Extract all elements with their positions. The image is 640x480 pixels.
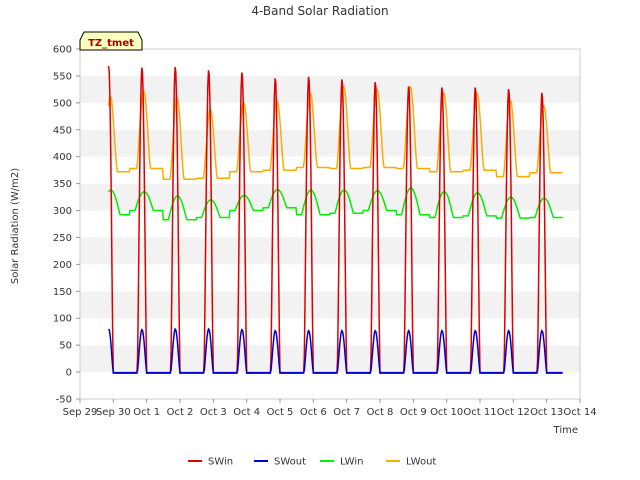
legend-label: SWin	[208, 457, 233, 468]
x-tick-label: Sep 29	[63, 407, 98, 418]
y-tick-label: 150	[53, 287, 72, 298]
x-tick-label: Oct 14	[563, 407, 596, 418]
legend-item-lwout: LWout	[386, 457, 436, 468]
y-tick-label: 50	[59, 341, 72, 352]
x-tick-label: Sep 30	[96, 407, 131, 418]
x-tick-label: Oct 11	[463, 407, 496, 418]
station-badge: TZ_tmet	[79, 31, 143, 51]
x-tick-label: Oct 5	[267, 407, 294, 418]
legend: SWin SWout LWin LWout	[188, 457, 436, 468]
grid-band	[80, 49, 580, 76]
x-tick-label: Oct 6	[300, 407, 327, 418]
y-tick-label: 300	[53, 206, 72, 217]
x-tick-label: Oct 10	[430, 407, 463, 418]
series-line-lwin	[107, 187, 563, 221]
y-tick-label: 550	[53, 71, 72, 82]
series-layer	[107, 65, 563, 374]
grid-band	[80, 129, 580, 157]
y-tick-label: 250	[53, 233, 72, 244]
x-tick-label: Oct 7	[333, 407, 360, 418]
x-tick-label: Oct 1	[133, 407, 160, 418]
legend-item-swout: SWout	[254, 457, 306, 468]
grid-band	[80, 372, 580, 399]
legend-item-swin: SWin	[188, 457, 233, 468]
y-tick-label: 500	[53, 98, 72, 109]
series-line-swout	[107, 327, 563, 374]
y-tick-label: 350	[53, 179, 72, 190]
badge-label: TZ_tmet	[88, 38, 134, 49]
x-axis-title: Time	[553, 425, 578, 436]
legend-item-lwin: LWin	[320, 457, 363, 468]
legend-label: LWout	[406, 457, 436, 468]
y-tick-label: 400	[53, 152, 72, 163]
y-tick-label: 0	[66, 368, 72, 379]
plot-frame	[79, 48, 581, 400]
chart-title: 4-Band Solar Radiation	[251, 4, 388, 18]
grid-band	[80, 318, 580, 346]
y-axis-ticks: -50 0 50 100 150 200 250 300 350 400 450 500 550 600	[53, 45, 80, 406]
x-tick-label: Oct 8	[367, 407, 394, 418]
x-tick-label: Oct 4	[233, 407, 260, 418]
x-tick-label: Oct 3	[200, 407, 227, 418]
badge-shape	[79, 31, 143, 51]
grid-band	[80, 75, 580, 103]
grid-band	[80, 102, 580, 130]
y-tick-label: 200	[53, 260, 72, 271]
x-tick-label: Oct 12	[497, 407, 530, 418]
y-axis-title: Solar Radiation (W/m2)	[10, 168, 21, 284]
x-tick-label: Oct 9	[400, 407, 427, 418]
series-line-lwout	[107, 85, 563, 181]
grid-band	[80, 183, 580, 211]
y-tick-label: 600	[53, 45, 72, 56]
y-tick-label: -50	[56, 395, 72, 406]
x-tick-label: Oct 13	[530, 407, 563, 418]
grid-band	[80, 264, 580, 292]
grid-band	[80, 291, 580, 319]
y-tick-label: 450	[53, 125, 72, 136]
legend-label: LWin	[340, 457, 363, 468]
x-tick-label: Oct 2	[167, 407, 194, 418]
grid-band	[80, 345, 580, 373]
legend-label: SWout	[274, 457, 306, 468]
grid-band	[80, 237, 580, 265]
y-tick-label: 100	[53, 314, 72, 325]
